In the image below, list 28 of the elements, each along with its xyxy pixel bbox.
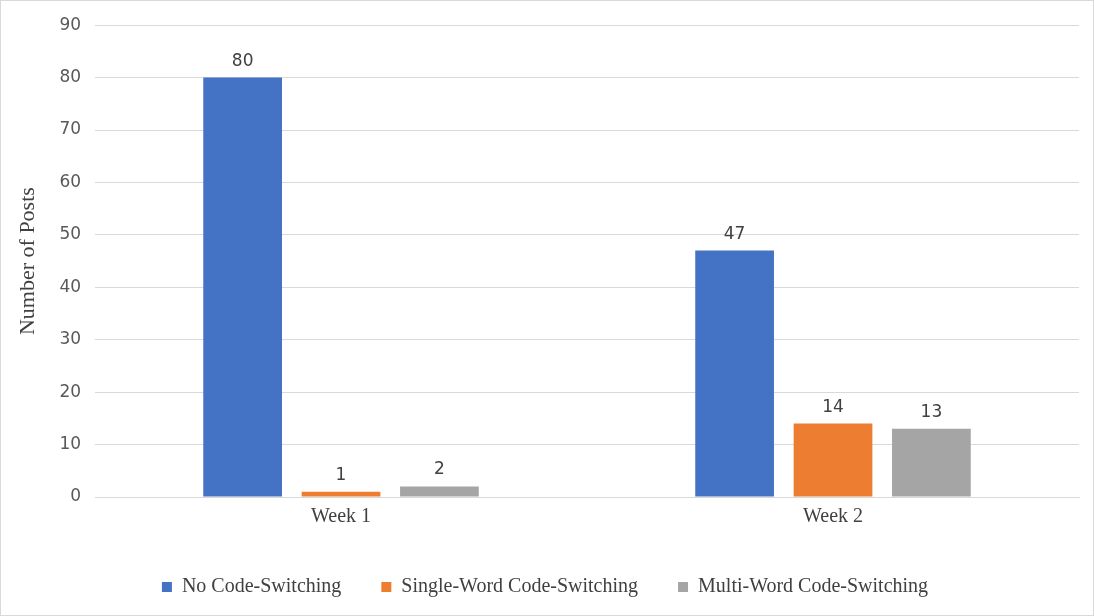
bar	[400, 486, 479, 497]
x-tick-label: Week 1	[311, 504, 372, 527]
y-tick-label: 70	[59, 118, 82, 139]
y-tick-label: 20	[59, 380, 82, 401]
y-tick-label: 50	[59, 223, 82, 244]
y-tick-label: 0	[70, 485, 82, 506]
data-label: 1	[335, 463, 347, 484]
y-tick-label: 30	[59, 328, 82, 349]
y-axis-title: Number of Posts	[13, 187, 39, 336]
data-label: 47	[723, 222, 746, 243]
y-tick-label: 80	[59, 66, 82, 87]
y-tick-label: 10	[59, 433, 82, 453]
data-label: 80	[231, 49, 254, 70]
bar	[892, 428, 971, 497]
legend-label: Single-Word Code-Switching	[401, 574, 639, 598]
bar	[793, 423, 873, 497]
y-tick-label: 90	[59, 13, 82, 34]
y-tick-label: 60	[59, 170, 82, 191]
y-tick-label: 40	[59, 275, 82, 296]
bar	[301, 491, 381, 497]
x-tick-label: Week 2	[802, 504, 864, 527]
legend-label: No Code-Switching	[181, 574, 342, 598]
data-label: 14	[822, 395, 844, 416]
bar	[695, 250, 774, 497]
legend-label: Multi-Word Code-Switching	[698, 574, 929, 598]
data-label: 2	[434, 458, 445, 479]
bar	[203, 77, 282, 497]
data-label: 13	[920, 400, 943, 421]
